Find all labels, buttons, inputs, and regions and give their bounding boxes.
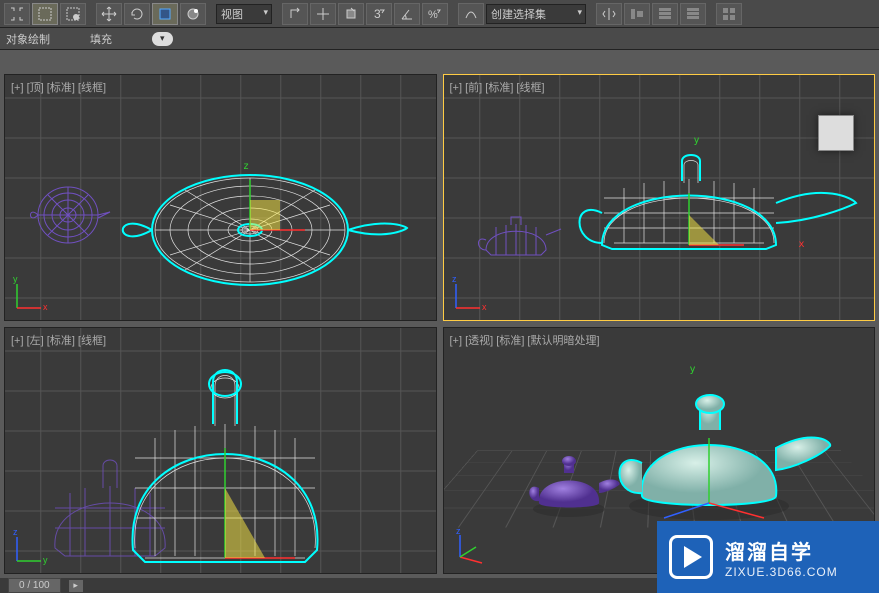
curve-editor-icon[interactable] (458, 3, 484, 25)
watermark-title: 溜溜自学 (725, 536, 838, 565)
watermark-url: ZIXUE.3D66.COM (725, 565, 838, 579)
viewport-top[interactable]: [+] [顶] [标准] [线框] (4, 74, 437, 321)
viewport-left[interactable]: [+] [左] [标准] [线框] (4, 327, 437, 574)
selection-set-dropdown[interactable]: 创建选择集 (486, 4, 586, 24)
snap-move-icon[interactable] (282, 3, 308, 25)
view-dropdown[interactable]: 视图 (216, 4, 272, 24)
viewport-top-label: [+] [顶] [标准] [线框] (11, 79, 106, 95)
align-icon[interactable] (624, 3, 650, 25)
snap-3-icon[interactable]: 3 (366, 3, 392, 25)
scale-tool-icon[interactable] (152, 3, 178, 25)
manipulate-tool-icon[interactable] (180, 3, 206, 25)
axis-x-label: x (799, 239, 805, 250)
snap-toggle-icon[interactable] (310, 3, 336, 25)
percent-snap-icon[interactable]: % (422, 3, 448, 25)
ribbon-dropdown-icon[interactable]: ▾ (152, 32, 173, 46)
angle-snap-icon[interactable] (338, 3, 364, 25)
viewport-persp-label: [+] [透视] [标准] [默认明暗处理] (450, 332, 600, 348)
viewport-top-gizmo: y x (11, 274, 51, 314)
viewport-front-label: [+] [前] [标准] [线框] (450, 79, 545, 95)
viewport-front[interactable]: [+] [前] [标准] [线框] (443, 74, 876, 321)
mirror-icon[interactable] (596, 3, 622, 25)
viewport-persp-gizmo: z (450, 527, 490, 567)
svg-text:y: y (13, 274, 18, 284)
svg-text:%: % (428, 9, 438, 21)
svg-text:z: z (456, 527, 461, 536)
svg-text:z: z (13, 527, 18, 537)
viewport-container: [+] [顶] [标准] [线框] (0, 50, 879, 578)
lasso-select-icon[interactable] (60, 3, 86, 25)
teapot-large-front-wire (544, 143, 864, 263)
material-editor-icon[interactable] (716, 3, 742, 25)
ribbon-bar: 对象绘制 填充 ▾ (0, 28, 879, 50)
axis-z-label: z (243, 161, 249, 172)
axis-y-label-persp: y (690, 364, 696, 375)
viewport-left-label: [+] [左] [标准] [线框] (11, 332, 106, 348)
teapot-large-persp (594, 378, 834, 528)
svg-text:x: x (482, 302, 487, 312)
teapot-large-top-wire (95, 160, 415, 300)
frame-indicator[interactable]: 0 / 100 (8, 578, 61, 593)
svg-text:3: 3 (374, 7, 381, 21)
svg-text:z: z (452, 274, 457, 284)
rotate-tool-icon[interactable] (124, 3, 150, 25)
svg-text:x: x (43, 302, 48, 312)
move-tool-icon[interactable] (96, 3, 122, 25)
select-tool-icon[interactable] (4, 3, 30, 25)
rect-select-icon[interactable] (32, 3, 58, 25)
angle-icon[interactable] (394, 3, 420, 25)
viewport-front-gizmo: z x (450, 274, 490, 314)
timeline-next-icon[interactable]: ▸ (69, 580, 83, 592)
watermark-badge: 溜溜自学 ZIXUE.3D66.COM (657, 521, 879, 593)
layers-icon[interactable] (652, 3, 678, 25)
watermark-play-icon (669, 535, 713, 579)
teapot-large-left-wire (95, 348, 355, 574)
axis-y-label: y (694, 135, 700, 146)
schematic-icon[interactable] (680, 3, 706, 25)
viewport-left-gizmo: z y (11, 527, 51, 567)
svg-text:y: y (43, 555, 48, 565)
object-paint-label: 对象绘制 (6, 31, 50, 47)
fill-label: 填充 (90, 31, 112, 47)
main-toolbar: 视图 3 % 创建选择集 (0, 0, 879, 28)
